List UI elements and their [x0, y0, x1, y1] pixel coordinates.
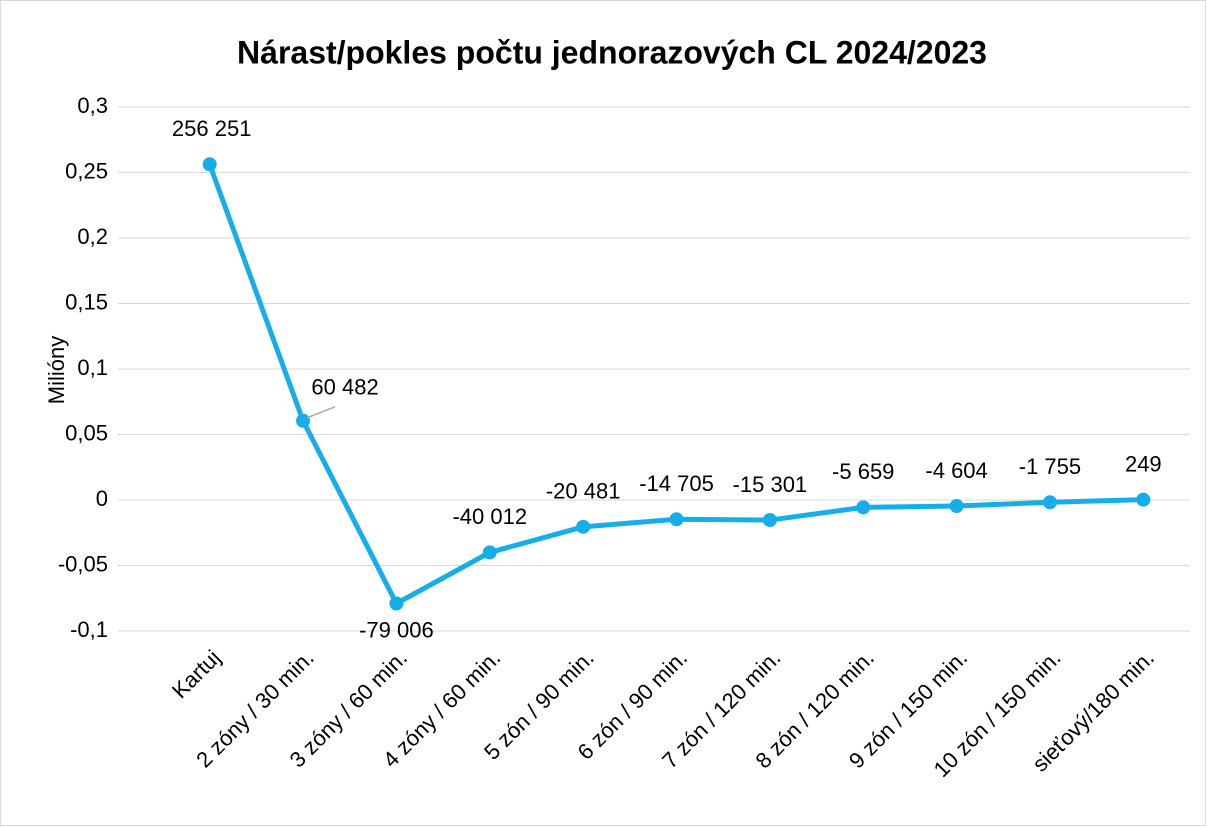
- y-tick-label: 0,25: [65, 158, 108, 183]
- data-point: [762, 513, 777, 528]
- data-label: 60 482: [311, 375, 378, 400]
- data-label: -40 012: [452, 504, 527, 529]
- data-point: [856, 500, 871, 515]
- data-point: [296, 413, 311, 428]
- data-label: -20 481: [546, 479, 621, 504]
- data-label: -14 705: [639, 471, 714, 496]
- y-tick-label: 0,05: [65, 420, 108, 445]
- y-tick-label: -0,1: [70, 617, 108, 642]
- leader-line: [306, 406, 336, 419]
- data-label: -5 659: [832, 459, 894, 484]
- data-point: [482, 545, 497, 560]
- y-tick-label: 0: [96, 486, 108, 511]
- data-point: [576, 519, 591, 534]
- chart-title: Nárast/pokles počtu jednorazových CL 202…: [237, 34, 987, 70]
- data-label: -79 006: [359, 617, 434, 642]
- data-point: [669, 512, 684, 527]
- data-label: 256 251: [172, 116, 252, 141]
- data-label: 249: [1125, 451, 1162, 476]
- data-label: -1 755: [1019, 454, 1081, 479]
- data-point: [1136, 492, 1151, 507]
- data-point: [389, 596, 404, 611]
- data-point: [1042, 495, 1057, 510]
- data-label: -15 301: [733, 472, 808, 497]
- y-tick-label: 0,3: [77, 93, 108, 118]
- data-label: -4 604: [925, 458, 987, 483]
- data-point: [202, 157, 217, 172]
- y-tick-label: 0,15: [65, 289, 108, 314]
- y-tick-label: 0,2: [77, 224, 108, 249]
- y-tick-label: 0,1: [77, 355, 108, 380]
- data-point: [949, 499, 964, 514]
- y-axis-label: Milióny: [44, 336, 69, 404]
- y-tick-label: -0,05: [58, 551, 108, 576]
